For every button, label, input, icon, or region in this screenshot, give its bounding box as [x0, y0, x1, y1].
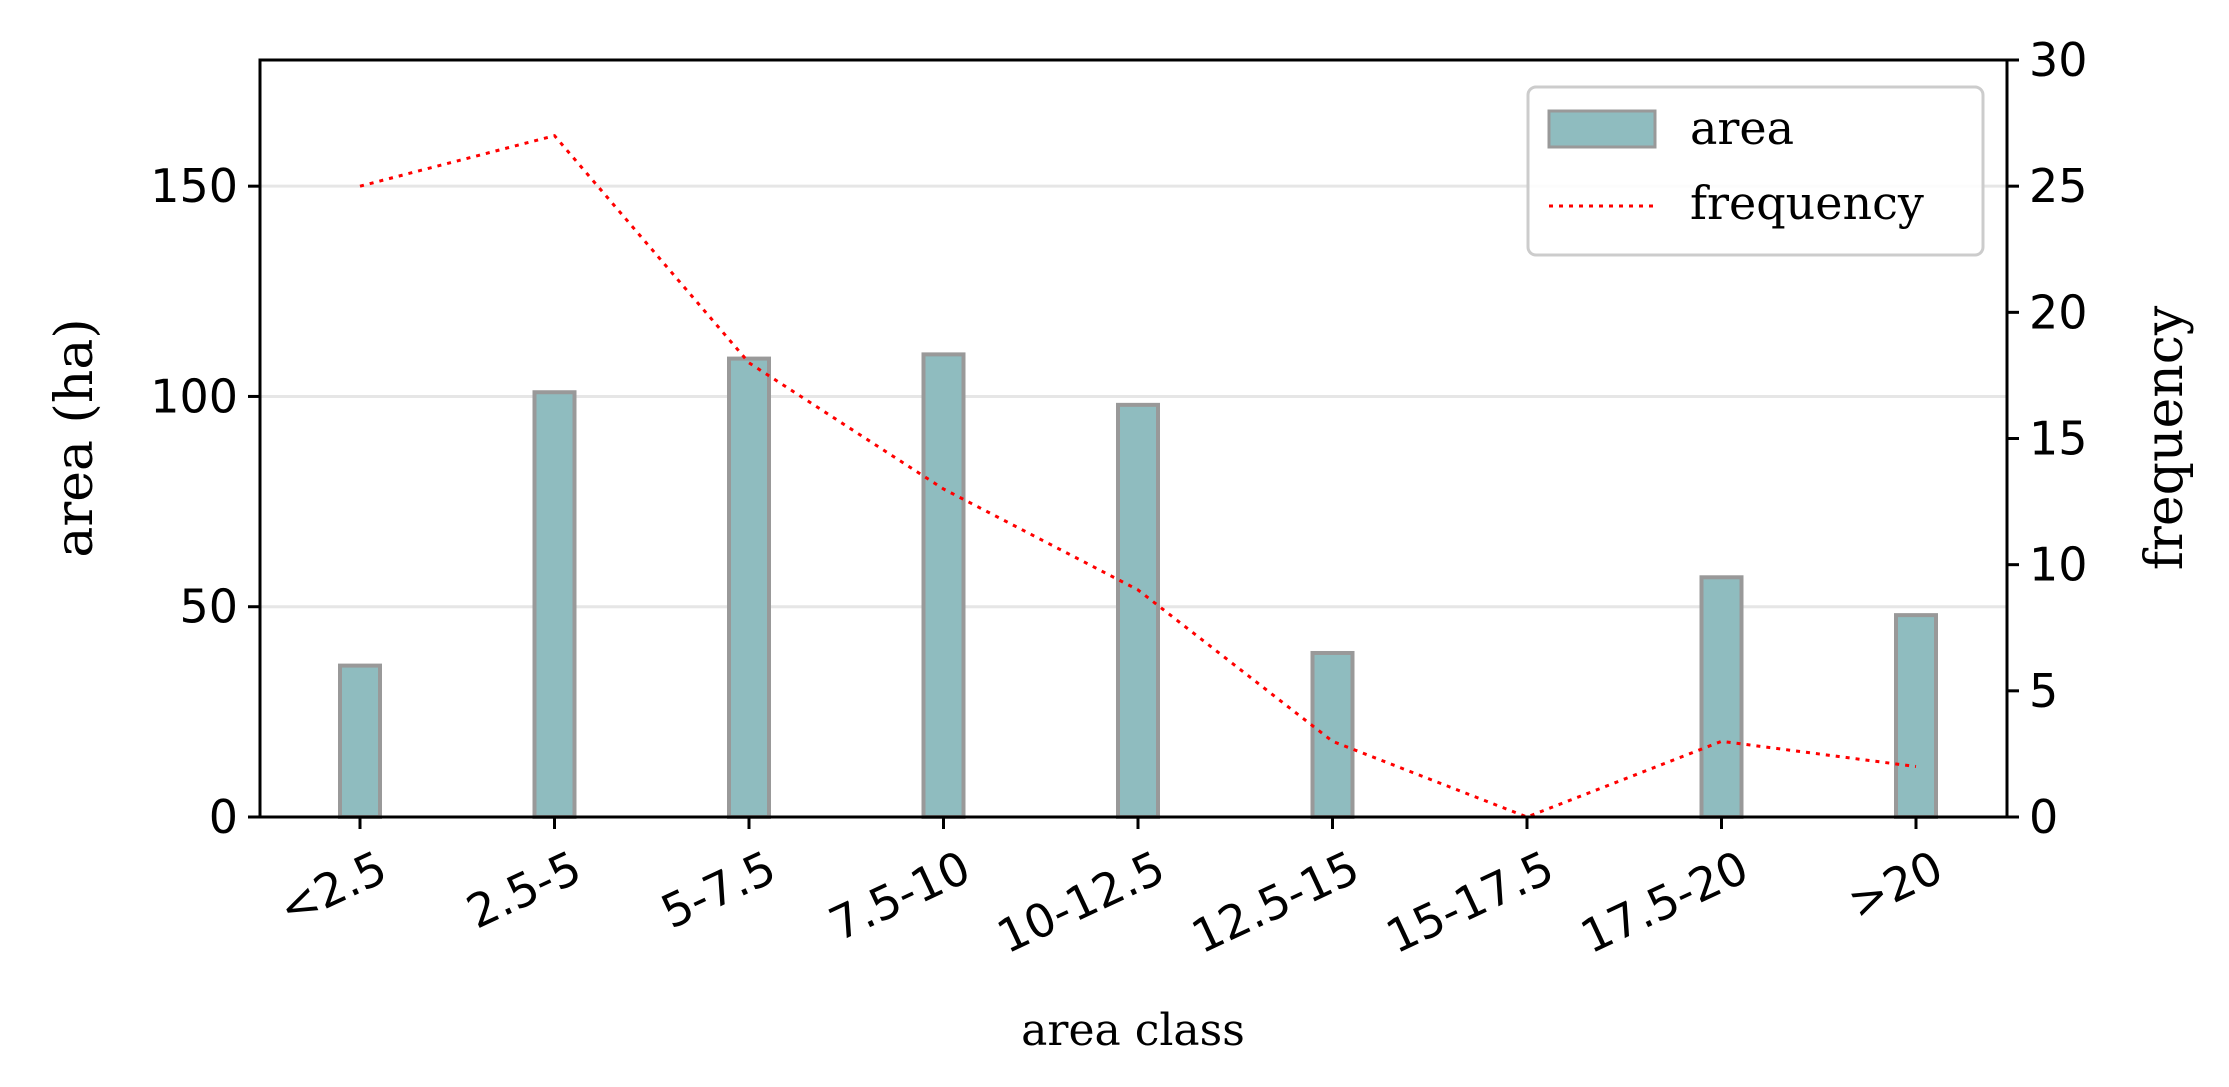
frequency-line: [359, 134, 1917, 819]
y-right-tick-label: 15: [2029, 412, 2088, 466]
bar-7.5-10: [921, 352, 966, 819]
bar-2.5-5: [532, 390, 577, 819]
y-axis-title-right: frequency: [2135, 305, 2195, 570]
bar-17.5-20: [1699, 575, 1744, 819]
y-tick-label: 100: [150, 369, 238, 423]
y-right-tick-label: 0: [2029, 790, 2058, 844]
x-tick-label: >20: [1840, 840, 1951, 930]
x-tick-label: 12.5-15: [1183, 840, 1367, 964]
bar-5-7.5: [727, 356, 771, 819]
y-tick-label: 0: [209, 790, 238, 844]
y-right-tick-label: 5: [2029, 664, 2058, 718]
axes: [248, 58, 2019, 829]
bar-<2.5: [338, 663, 382, 819]
y-right-tick-label: 30: [2029, 33, 2088, 87]
x-tick-label: 15-17.5: [1378, 840, 1562, 964]
x-tick-labels: <2.5 2.5-5 5-7.5 7.5-10 10-12.5 12.5-15 15-17.…: [271, 840, 1951, 964]
y-right-tick-label: 20: [2029, 285, 2088, 339]
legend-label-area: area: [1690, 101, 1794, 155]
y-right-tick-label: 10: [2029, 538, 2088, 592]
legend: area frequency: [1526, 85, 1985, 257]
y-right-tick-label: 25: [2029, 159, 2088, 213]
legend-swatch-area: [1547, 109, 1657, 149]
bar-10-12.5: [1116, 402, 1160, 819]
bar-12.5-15: [1310, 650, 1355, 819]
bar->20: [1894, 613, 1938, 820]
x-tick-label: <2.5: [271, 840, 395, 936]
x-tick-label: 10-12.5: [989, 840, 1173, 964]
x-tick-label: 17.5-20: [1572, 840, 1756, 964]
y-right-tick-labels: 0 5 10 15 20 25 30: [2029, 33, 2088, 844]
x-tick-label: 2.5-5: [458, 840, 589, 939]
x-tick-label: 5-7.5: [653, 840, 784, 939]
line-series-frequency: [359, 134, 1917, 819]
bar-series-area: [338, 352, 1938, 820]
x-tick-label: 7.5-10: [821, 840, 978, 952]
y-tick-labels: 0 50 100 150: [150, 159, 238, 844]
y-tick-label: 150: [150, 159, 238, 213]
y-tick-label: 50: [179, 580, 238, 634]
x-axis-title: area class: [1021, 1005, 1245, 1056]
legend-label-frequency: frequency: [1690, 176, 1924, 230]
y-axis-title-left: area (ha): [45, 318, 105, 557]
